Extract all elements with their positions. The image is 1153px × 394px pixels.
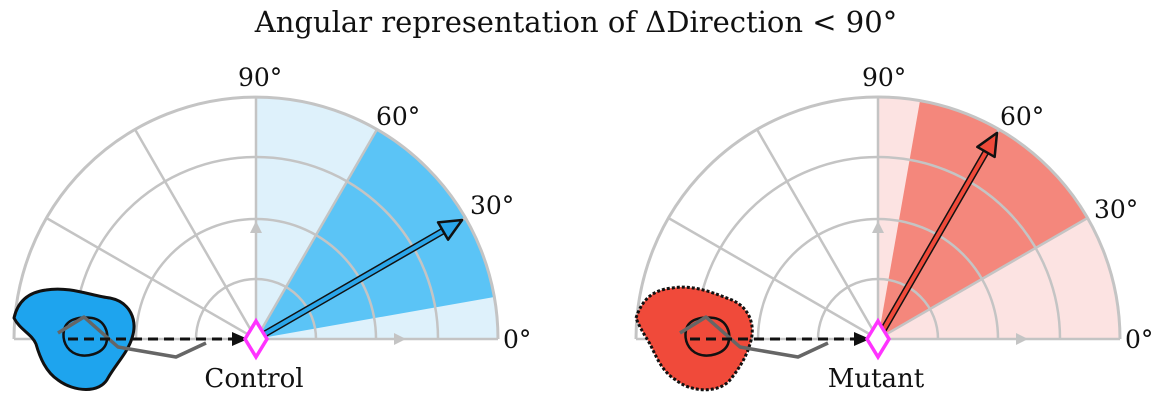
direction-arrowhead <box>436 218 464 241</box>
angle-label-0: 0° <box>1125 325 1153 354</box>
displacement-arrowhead <box>232 332 248 346</box>
trajectory-path <box>57 315 207 359</box>
polar-grid-radial <box>133 128 258 340</box>
polar-grid-radial <box>667 216 879 341</box>
origin-marker <box>864 317 892 361</box>
direction-arrowhead <box>976 131 999 159</box>
polar-grid-radial <box>877 216 1089 341</box>
polar-grid-radial <box>45 216 257 341</box>
control-polar-panel: 90° 60° 30° 0° Control <box>12 63 531 394</box>
axis-arrowhead <box>872 221 884 233</box>
angle-label-60: 60° <box>376 102 420 131</box>
angle-label-30: 30° <box>470 191 514 220</box>
angle-label-30: 30° <box>1094 195 1138 224</box>
trajectory-path <box>679 315 829 359</box>
polar-grid-radial <box>755 128 880 340</box>
direction-arrow-shaft <box>876 147 990 340</box>
displacement-arrowhead <box>854 332 870 346</box>
angle-label-0: 0° <box>503 325 531 354</box>
angle-label-90: 90° <box>862 63 906 92</box>
figure-title: Angular representation of ΔDirection < 9… <box>254 5 897 39</box>
direction-arrow-shaft <box>254 227 448 341</box>
axis-arrowhead <box>394 333 406 345</box>
angle-label-60: 60° <box>1000 102 1044 131</box>
inner-range-sector <box>878 100 1088 340</box>
axis-arrowhead <box>250 221 262 233</box>
panel-label-control: Control <box>204 364 303 394</box>
panel-label-mutant: Mutant <box>828 364 925 394</box>
mutant-polar-panel: 90° 60° 30° 0° Mutant <box>634 63 1153 394</box>
polar-grid-radial <box>254 128 379 340</box>
origin-marker <box>242 317 270 361</box>
angle-label-90: 90° <box>238 63 282 92</box>
inner-range-sector <box>256 129 495 339</box>
axis-arrowhead <box>1016 333 1028 345</box>
